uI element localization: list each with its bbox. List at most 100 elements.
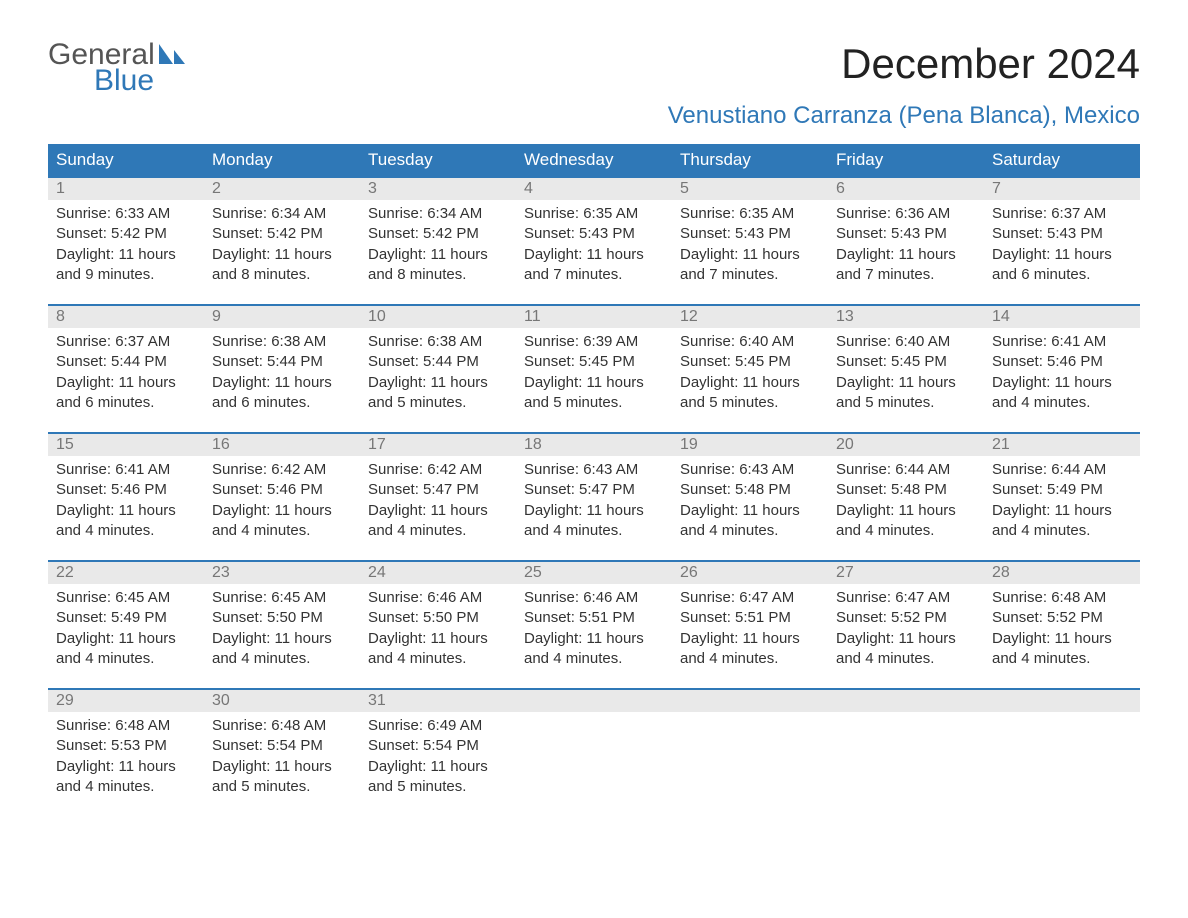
sunset-line: Sunset: 5:43 PM <box>992 224 1132 244</box>
sail-icon <box>159 40 185 70</box>
calendar-week-row: 8Sunrise: 6:37 AMSunset: 5:44 PMDaylight… <box>48 305 1140 433</box>
sunset-line: Sunset: 5:43 PM <box>680 224 820 244</box>
sunrise-line: Sunrise: 6:40 AM <box>680 332 820 352</box>
weekday-header: Monday <box>204 144 360 177</box>
weekday-header: Sunday <box>48 144 204 177</box>
day-details: Sunrise: 6:38 AMSunset: 5:44 PMDaylight:… <box>360 328 516 423</box>
sunset-line: Sunset: 5:44 PM <box>212 352 352 372</box>
brand-logo: General Blue <box>48 40 185 96</box>
sunset-line: Sunset: 5:44 PM <box>56 352 196 372</box>
calendar-cell: 5Sunrise: 6:35 AMSunset: 5:43 PMDaylight… <box>672 177 828 305</box>
sunset-line: Sunset: 5:46 PM <box>56 480 196 500</box>
sunrise-line: Sunrise: 6:46 AM <box>368 588 508 608</box>
sunset-line: Sunset: 5:47 PM <box>368 480 508 500</box>
day-number: 11 <box>516 306 672 328</box>
day-number: 31 <box>360 690 516 712</box>
weekday-header: Tuesday <box>360 144 516 177</box>
calendar-cell: 6Sunrise: 6:36 AMSunset: 5:43 PMDaylight… <box>828 177 984 305</box>
day-number <box>672 690 828 712</box>
sunrise-line: Sunrise: 6:43 AM <box>680 460 820 480</box>
calendar-cell: 29Sunrise: 6:48 AMSunset: 5:53 PMDayligh… <box>48 689 204 817</box>
sunset-line: Sunset: 5:49 PM <box>992 480 1132 500</box>
day-number: 9 <box>204 306 360 328</box>
day-number: 20 <box>828 434 984 456</box>
daylight-line: Daylight: 11 hours and 4 minutes. <box>680 501 820 542</box>
day-details: Sunrise: 6:48 AMSunset: 5:54 PMDaylight:… <box>204 712 360 807</box>
daylight-line: Daylight: 11 hours and 8 minutes. <box>212 245 352 286</box>
day-number: 1 <box>48 178 204 200</box>
sunrise-line: Sunrise: 6:36 AM <box>836 204 976 224</box>
sunset-line: Sunset: 5:42 PM <box>212 224 352 244</box>
sunrise-line: Sunrise: 6:43 AM <box>524 460 664 480</box>
sunrise-line: Sunrise: 6:45 AM <box>56 588 196 608</box>
day-details: Sunrise: 6:43 AMSunset: 5:48 PMDaylight:… <box>672 456 828 551</box>
calendar-week-row: 15Sunrise: 6:41 AMSunset: 5:46 PMDayligh… <box>48 433 1140 561</box>
daylight-line: Daylight: 11 hours and 4 minutes. <box>836 629 976 670</box>
day-details: Sunrise: 6:46 AMSunset: 5:50 PMDaylight:… <box>360 584 516 679</box>
sunset-line: Sunset: 5:45 PM <box>524 352 664 372</box>
weekday-header: Wednesday <box>516 144 672 177</box>
weekday-header-row: SundayMondayTuesdayWednesdayThursdayFrid… <box>48 144 1140 177</box>
daylight-line: Daylight: 11 hours and 4 minutes. <box>368 501 508 542</box>
day-details: Sunrise: 6:47 AMSunset: 5:51 PMDaylight:… <box>672 584 828 679</box>
daylight-line: Daylight: 11 hours and 6 minutes. <box>992 245 1132 286</box>
sunset-line: Sunset: 5:51 PM <box>524 608 664 628</box>
daylight-line: Daylight: 11 hours and 4 minutes. <box>56 757 196 798</box>
sunrise-line: Sunrise: 6:34 AM <box>368 204 508 224</box>
weekday-header: Saturday <box>984 144 1140 177</box>
calendar-cell: 13Sunrise: 6:40 AMSunset: 5:45 PMDayligh… <box>828 305 984 433</box>
calendar-cell: 21Sunrise: 6:44 AMSunset: 5:49 PMDayligh… <box>984 433 1140 561</box>
calendar-week-row: 1Sunrise: 6:33 AMSunset: 5:42 PMDaylight… <box>48 177 1140 305</box>
day-number: 30 <box>204 690 360 712</box>
sunrise-line: Sunrise: 6:45 AM <box>212 588 352 608</box>
daylight-line: Daylight: 11 hours and 4 minutes. <box>212 629 352 670</box>
daylight-line: Daylight: 11 hours and 4 minutes. <box>56 629 196 670</box>
day-details: Sunrise: 6:35 AMSunset: 5:43 PMDaylight:… <box>516 200 672 295</box>
day-number: 6 <box>828 178 984 200</box>
day-number: 15 <box>48 434 204 456</box>
sunrise-line: Sunrise: 6:35 AM <box>524 204 664 224</box>
sunset-line: Sunset: 5:47 PM <box>524 480 664 500</box>
day-number: 14 <box>984 306 1140 328</box>
sunset-line: Sunset: 5:52 PM <box>836 608 976 628</box>
daylight-line: Daylight: 11 hours and 5 minutes. <box>368 757 508 798</box>
daylight-line: Daylight: 11 hours and 5 minutes. <box>836 373 976 414</box>
sunset-line: Sunset: 5:54 PM <box>368 736 508 756</box>
weekday-header: Thursday <box>672 144 828 177</box>
calendar-cell: 28Sunrise: 6:48 AMSunset: 5:52 PMDayligh… <box>984 561 1140 689</box>
daylight-line: Daylight: 11 hours and 4 minutes. <box>524 629 664 670</box>
day-details: Sunrise: 6:47 AMSunset: 5:52 PMDaylight:… <box>828 584 984 679</box>
daylight-line: Daylight: 11 hours and 4 minutes. <box>212 501 352 542</box>
calendar-table: SundayMondayTuesdayWednesdayThursdayFrid… <box>48 144 1140 817</box>
day-details: Sunrise: 6:33 AMSunset: 5:42 PMDaylight:… <box>48 200 204 295</box>
calendar-cell: 1Sunrise: 6:33 AMSunset: 5:42 PMDaylight… <box>48 177 204 305</box>
weekday-header: Friday <box>828 144 984 177</box>
day-number <box>984 690 1140 712</box>
daylight-line: Daylight: 11 hours and 7 minutes. <box>836 245 976 286</box>
sunrise-line: Sunrise: 6:47 AM <box>680 588 820 608</box>
sunset-line: Sunset: 5:46 PM <box>992 352 1132 372</box>
day-details: Sunrise: 6:45 AMSunset: 5:50 PMDaylight:… <box>204 584 360 679</box>
daylight-line: Daylight: 11 hours and 4 minutes. <box>368 629 508 670</box>
sunset-line: Sunset: 5:42 PM <box>56 224 196 244</box>
sunset-line: Sunset: 5:45 PM <box>836 352 976 372</box>
calendar-cell: 18Sunrise: 6:43 AMSunset: 5:47 PMDayligh… <box>516 433 672 561</box>
sunrise-line: Sunrise: 6:35 AM <box>680 204 820 224</box>
day-number: 17 <box>360 434 516 456</box>
calendar-cell: 9Sunrise: 6:38 AMSunset: 5:44 PMDaylight… <box>204 305 360 433</box>
daylight-line: Daylight: 11 hours and 6 minutes. <box>212 373 352 414</box>
daylight-line: Daylight: 11 hours and 8 minutes. <box>368 245 508 286</box>
calendar-cell: 7Sunrise: 6:37 AMSunset: 5:43 PMDaylight… <box>984 177 1140 305</box>
daylight-line: Daylight: 11 hours and 5 minutes. <box>368 373 508 414</box>
sunrise-line: Sunrise: 6:48 AM <box>56 716 196 736</box>
page-title: December 2024 <box>841 40 1140 88</box>
day-number: 3 <box>360 178 516 200</box>
calendar-cell <box>516 689 672 817</box>
daylight-line: Daylight: 11 hours and 4 minutes. <box>992 373 1132 414</box>
sunset-line: Sunset: 5:51 PM <box>680 608 820 628</box>
calendar-cell: 22Sunrise: 6:45 AMSunset: 5:49 PMDayligh… <box>48 561 204 689</box>
sunset-line: Sunset: 5:52 PM <box>992 608 1132 628</box>
sunrise-line: Sunrise: 6:34 AM <box>212 204 352 224</box>
sunset-line: Sunset: 5:42 PM <box>368 224 508 244</box>
calendar-cell: 25Sunrise: 6:46 AMSunset: 5:51 PMDayligh… <box>516 561 672 689</box>
